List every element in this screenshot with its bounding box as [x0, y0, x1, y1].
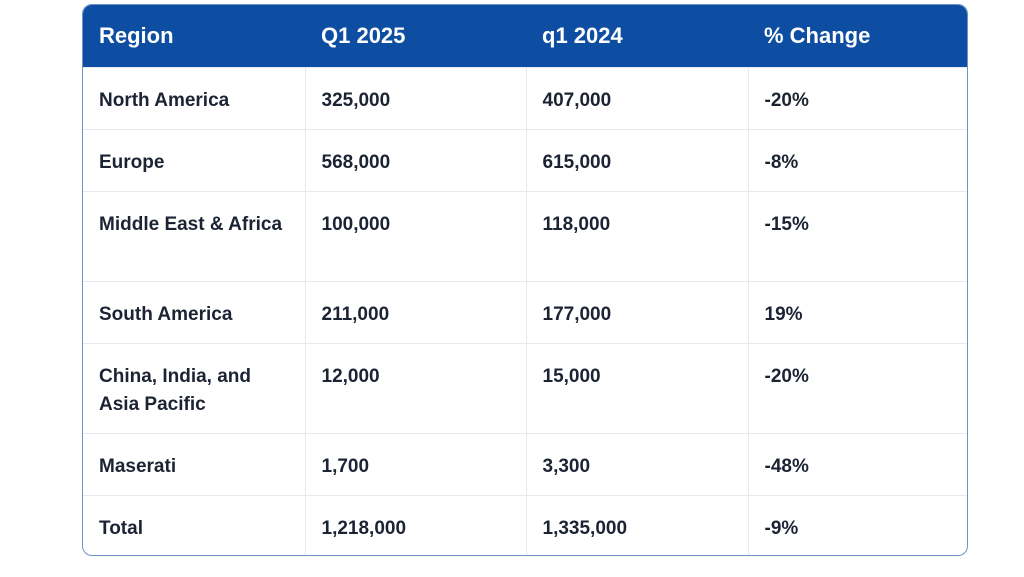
cell-percent-change: -20% — [747, 342, 967, 433]
cell-region: Europe — [83, 128, 305, 191]
cell-percent-change: -15% — [747, 190, 967, 281]
cell-q1-2024: 615,000 — [525, 128, 748, 191]
table-header-row: Region Q1 2025 q1 2024 % Change — [83, 5, 967, 67]
table-row: Middle East & Africa 100,000 118,000 -15… — [83, 190, 967, 281]
cell-percent-change: -9% — [747, 494, 967, 555]
cell-q1-2025: 568,000 — [304, 128, 526, 191]
cell-q1-2025: 211,000 — [304, 280, 526, 343]
table-row: China, India, and Asia Pacific 12,000 15… — [83, 342, 967, 433]
cell-q1-2024: 407,000 — [525, 66, 748, 129]
cell-q1-2024: 118,000 — [525, 190, 748, 281]
cell-q1-2025: 12,000 — [304, 342, 526, 433]
cell-q1-2024: 1,335,000 — [525, 494, 748, 555]
table-row: Maserati 1,700 3,300 -48% — [83, 432, 967, 495]
sales-by-region-table: Region Q1 2025 q1 2024 % Change North Am… — [83, 5, 967, 555]
table-row: North America 325,000 407,000 -20% — [83, 66, 967, 129]
cell-region: Middle East & Africa — [83, 190, 305, 281]
cell-percent-change: 19% — [747, 280, 967, 343]
cell-q1-2025: 1,700 — [304, 432, 526, 495]
cell-region: China, India, and Asia Pacific — [83, 342, 305, 433]
header-percent-change: % Change — [764, 22, 871, 48]
header-q1-2024: q1 2024 — [542, 22, 623, 48]
cell-q1-2024: 15,000 — [525, 342, 748, 433]
cell-q1-2025: 1,218,000 — [304, 494, 526, 555]
cell-region: South America — [83, 280, 305, 343]
cell-q1-2025: 325,000 — [304, 66, 526, 129]
table-row: South America 211,000 177,000 19% — [83, 280, 967, 343]
cell-region: Maserati — [83, 432, 305, 495]
cell-region: North America — [83, 66, 305, 129]
cell-percent-change: -20% — [747, 66, 967, 129]
cell-q1-2024: 3,300 — [525, 432, 748, 495]
cell-region: Total — [83, 494, 305, 555]
table-row-total: Total 1,218,000 1,335,000 -9% — [83, 494, 967, 555]
cell-q1-2024: 177,000 — [525, 280, 748, 343]
table-row: Europe 568,000 615,000 -8% — [83, 128, 967, 191]
sales-table-container: Region Q1 2025 q1 2024 % Change North Am… — [82, 4, 968, 556]
header-region: Region — [99, 22, 174, 48]
cell-q1-2025: 100,000 — [304, 190, 526, 281]
cell-percent-change: -48% — [747, 432, 967, 495]
header-q1-2025: Q1 2025 — [321, 22, 406, 48]
cell-percent-change: -8% — [747, 128, 967, 191]
